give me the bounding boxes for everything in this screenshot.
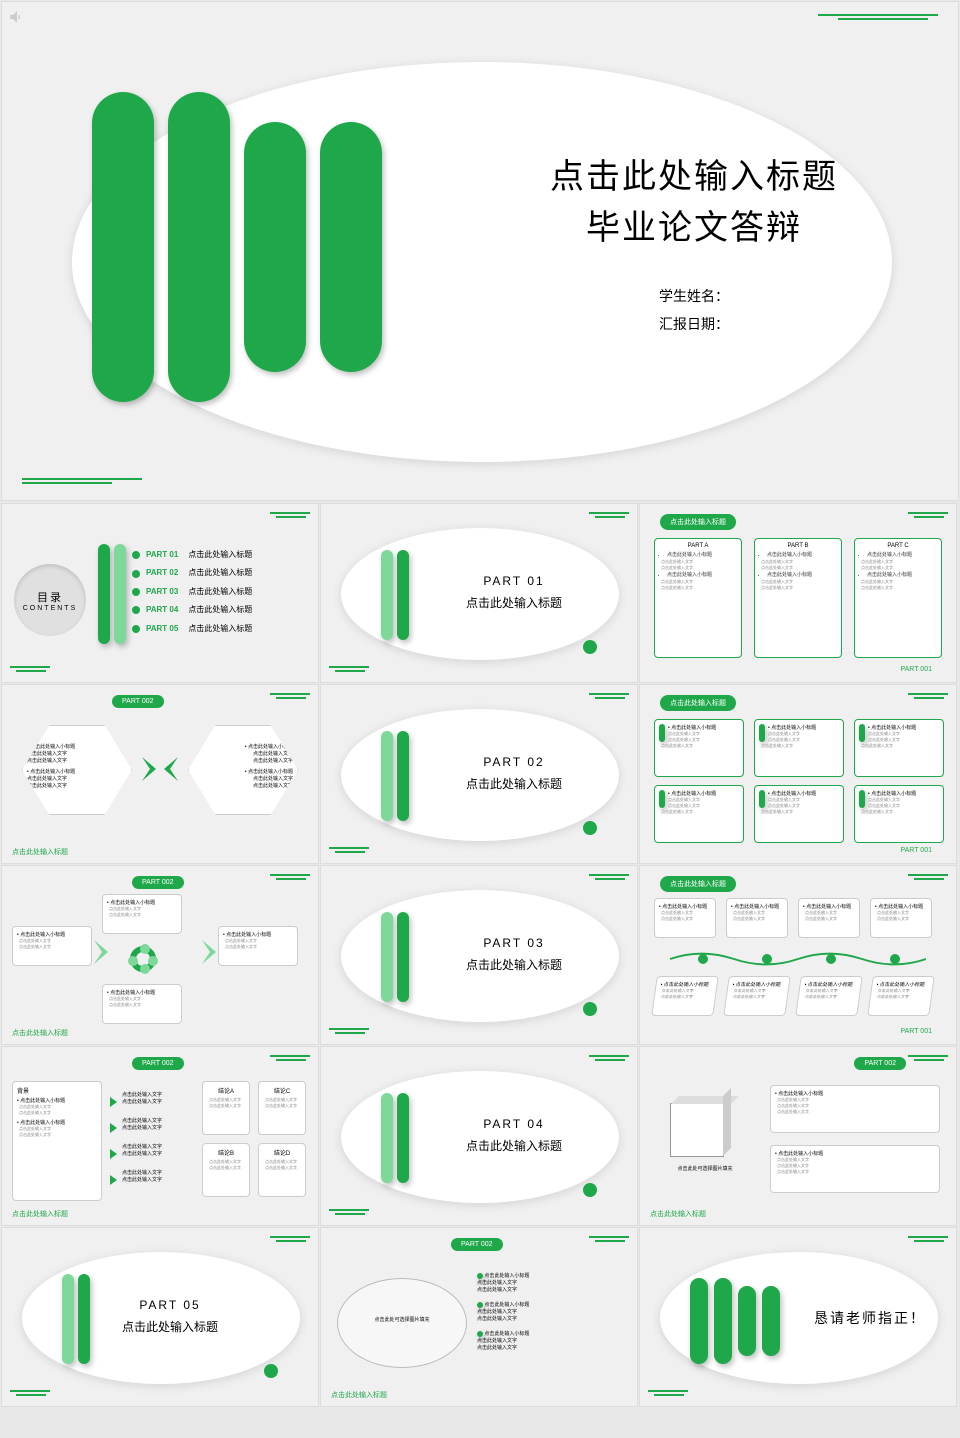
closing-text: 恳请老师指正！ [814,1308,926,1328]
toc-circle: 目录 CONTENTS [14,564,86,636]
speaker-icon [8,8,26,26]
hero-meta1: 学生姓名： [550,282,838,310]
hero-title-l1: 点击此处输入标题 [550,158,838,196]
slide-part05: PART 05点击此处输入标题 [1,1227,319,1407]
hero-title-l2: 毕业论文答辩 [586,209,802,247]
slide-toc: 目录 CONTENTS PART 01点击此处输入标题 PART 02点击此处输… [1,503,319,683]
cube-placeholder [670,1103,724,1157]
slide-part04: PART 04点击此处输入标题 [320,1046,638,1226]
slide-cube: PART 002 点击此处可选择图片填充 • 点击此处输入小标题点击此处输入文字… [639,1046,957,1226]
slide-closing: 恳请老师指正！ [639,1227,957,1407]
slide-conclusions: PART 002 背景 • 点击此处输入小标题点击此处输入文字点击此处输入文字 … [1,1046,319,1226]
section-title-01: PART 01 点击此处输入标题 [466,574,562,611]
slide-part01: PART 01 点击此处输入标题 [320,503,638,683]
slide-hex: PART 002 背景 • 点击此处输入小标题 点击此处输入文字点击此处输入文字… [1,684,319,864]
slide-hero: 点击此处输入标题毕业论文答辩 学生姓名： 汇报日期： [1,1,959,501]
toc-cn: 目录 [37,589,63,605]
timeline-wave [670,952,926,966]
hero-title-block: 点击此处输入标题毕业论文答辩 学生姓名： 汇报日期： [550,152,838,338]
hero-meta2: 汇报日期： [550,310,838,338]
slide-part02: PART 02点击此处输入标题 [320,684,638,864]
badge-title: 点击此处输入标题 [660,514,736,530]
closing-pills [690,1278,780,1364]
hero-pills [92,92,382,402]
slide-ellipse-img: PART 002 点击此处可选择图片填充 点击此处输入小标题 点击此处输入文字点… [320,1227,638,1407]
slide-abc: 点击此处输入标题 PART A 点击此处输入小标题点击此处输入文字点击此处输入文… [639,503,957,683]
slide-6box: 点击此处输入标题 • 点击此处输入小标题点击此处输入文字点击此处输入文字点击此处… [639,684,957,864]
toc-list: PART 01点击此处输入标题 PART 02点击此处输入标题 PART 03点… [132,546,252,638]
slide-timeline: 点击此处输入标题 • 点击此处输入小标题点击此处输入文字点击此处输入文字 • 点… [639,865,957,1045]
thumbnail-grid: 目录 CONTENTS PART 01点击此处输入标题 PART 02点击此处输… [0,502,960,1408]
slide-part03: PART 03点击此处输入标题 [320,865,638,1045]
toc-en: CONTENTS [23,605,78,612]
decor-lines-bl [22,478,142,486]
slide-ring: PART 002 • 点击此处输入小标题点击此处输入文字点击此处输入文字 • 点… [1,865,319,1045]
decor-lines-tr [818,14,938,22]
